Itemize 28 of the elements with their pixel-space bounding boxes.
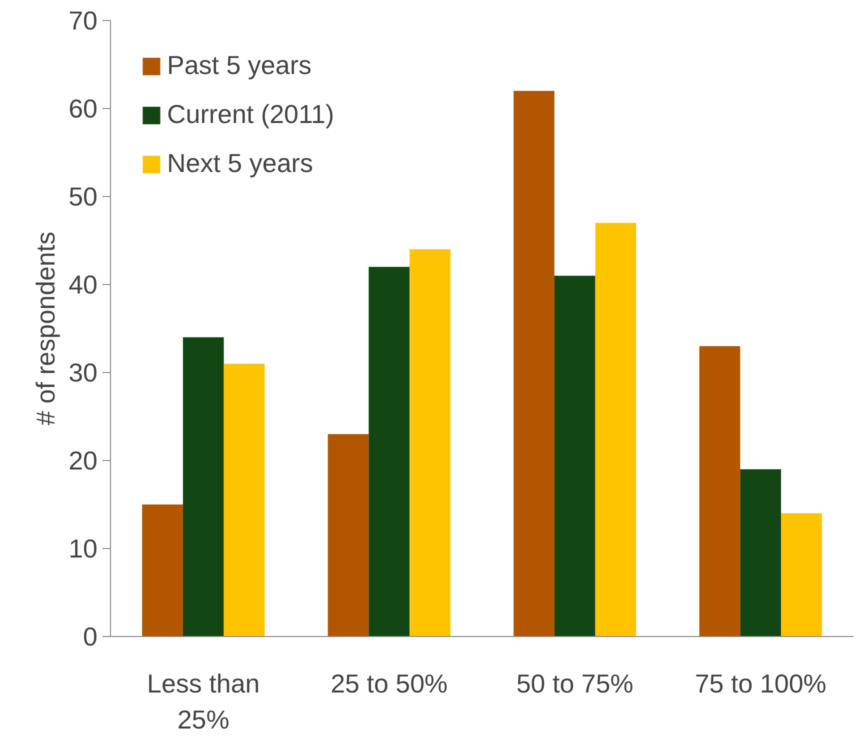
x-tick-label: Less than 25% xyxy=(147,668,260,734)
bar xyxy=(142,504,183,636)
legend-label: Past 5 years xyxy=(167,50,312,81)
bar xyxy=(410,249,450,636)
bar xyxy=(224,364,265,636)
y-tick-label: 0 xyxy=(83,622,98,652)
bar xyxy=(182,337,224,636)
bar xyxy=(781,513,822,636)
bar xyxy=(740,469,782,636)
y-tick-label: 20 xyxy=(68,446,98,476)
y-tick-label: 40 xyxy=(68,270,98,300)
x-tick-label: 75 to 100% xyxy=(694,668,826,698)
y-axis-title: # of respondents xyxy=(30,232,61,426)
y-tick-label: 50 xyxy=(68,182,98,212)
y-tick-label: 70 xyxy=(68,6,98,36)
bar xyxy=(554,276,596,636)
legend-label: Current (2011) xyxy=(167,99,334,130)
bar xyxy=(328,434,369,636)
bar xyxy=(514,90,554,636)
y-tick-label: 10 xyxy=(68,534,98,564)
bar xyxy=(368,266,410,636)
x-tick-label: 25 to 50% xyxy=(330,668,448,698)
x-tick-label: 50 to 75% xyxy=(516,668,634,698)
bar xyxy=(595,222,636,636)
legend-label: Next 5 years xyxy=(167,148,313,179)
y-tick-label: 30 xyxy=(68,358,98,388)
y-tick-label: 60 xyxy=(68,94,98,124)
bar xyxy=(699,346,740,636)
